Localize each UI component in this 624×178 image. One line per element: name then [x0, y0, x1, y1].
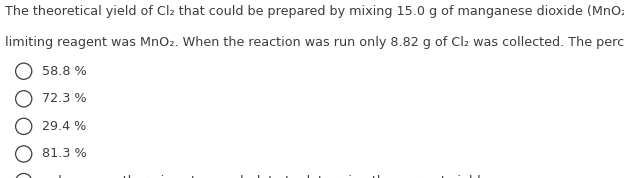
Text: 72.3 %: 72.3 % — [42, 92, 87, 105]
Text: The theoretical yield of Cl₂ that could be prepared by mixing 15.0 g of manganes: The theoretical yield of Cl₂ that could … — [5, 5, 624, 18]
Text: 81.3 %: 81.3 % — [42, 147, 87, 161]
Text: 58.8 %: 58.8 % — [42, 65, 87, 78]
Text: limiting reagent was MnO₂. When the reaction was run only 8.82 g of Cl₂ was coll: limiting reagent was MnO₂. When the reac… — [5, 36, 624, 49]
Text: unknown as there is not enough data to determine the percent yield: unknown as there is not enough data to d… — [42, 175, 481, 178]
Text: 29.4 %: 29.4 % — [42, 120, 87, 133]
